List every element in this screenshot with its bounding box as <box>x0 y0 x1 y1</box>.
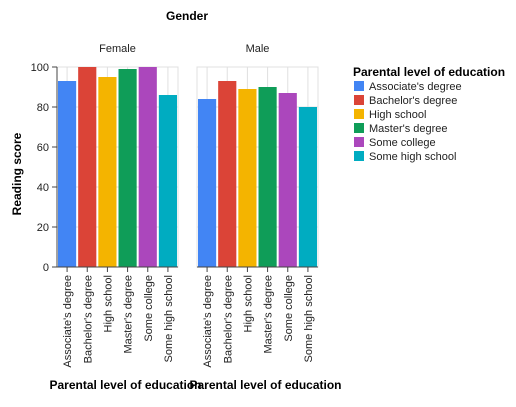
bar-male-2 <box>238 89 257 267</box>
legend: Associate's degree Bachelor's degree High … <box>354 81 462 163</box>
bar-female-4 <box>138 67 157 267</box>
x-tick-label: Some college <box>143 275 155 342</box>
legend-label-3: Master's degree <box>369 123 448 135</box>
legend-swatch-1 <box>354 95 364 105</box>
facet-panel-female: Female Associate's degree Bachelor's degre… <box>49 43 201 392</box>
y-tick-label: 0 <box>43 262 49 274</box>
y-axis: 0 20 40 60 80 100 <box>31 62 58 274</box>
y-tick-label: 100 <box>31 62 49 74</box>
x-axis-label: Parental level of education <box>49 378 201 392</box>
x-tick-label: Some college <box>283 275 295 342</box>
legend-label-2: High school <box>369 109 426 121</box>
legend-swatch-5 <box>354 151 364 161</box>
bar-female-5 <box>158 95 177 267</box>
legend-swatch-0 <box>354 81 364 91</box>
legend-swatch-2 <box>354 109 364 119</box>
legend-label-1: Bachelor's degree <box>369 95 457 107</box>
x-tick-label: High school <box>102 275 114 332</box>
x-tick-label: Master's degree <box>263 275 275 354</box>
y-tick-label: 60 <box>37 142 49 154</box>
bar-male-0 <box>198 99 217 267</box>
bar-female-1 <box>78 67 97 267</box>
bar-female-0 <box>58 81 77 267</box>
x-tick-label: Associate's degree <box>62 275 74 368</box>
legend-label-0: Associate's degree <box>369 81 462 93</box>
legend-swatch-3 <box>354 123 364 133</box>
y-axis-label: Reading score <box>10 132 24 215</box>
facet-label: Female <box>99 43 136 55</box>
x-tick-label: Master's degree <box>123 275 135 354</box>
bar-female-3 <box>118 69 137 267</box>
bar-male-4 <box>278 93 297 267</box>
legend-label-4: Some college <box>369 137 436 149</box>
x-axis-label: Parental level of education <box>189 378 341 392</box>
legend-label-5: Some high school <box>369 151 456 163</box>
bar-male-3 <box>258 87 277 267</box>
x-tick-label: High school <box>242 275 254 332</box>
x-tick-label: Bachelor's degree <box>82 275 94 363</box>
bar-male-1 <box>218 81 237 267</box>
x-tick-label: Some high school <box>303 275 315 362</box>
facet-panel-male: Male Associate's degree Bachelor's degree H… <box>189 43 341 392</box>
legend-swatch-4 <box>354 137 364 147</box>
y-tick-label: 40 <box>37 182 49 194</box>
y-tick-label: 20 <box>37 222 49 234</box>
bar-female-2 <box>98 77 117 267</box>
legend-title: Parental level of education <box>353 65 505 79</box>
bar-male-5 <box>298 107 317 267</box>
x-tick-label: Associate's degree <box>202 275 214 368</box>
facets-layer: Female Associate's degree Bachelor's degre… <box>31 43 342 392</box>
facet-title: Gender <box>166 9 208 23</box>
x-tick-label: Bachelor's degree <box>222 275 234 363</box>
y-tick-label: 80 <box>37 102 49 114</box>
facet-label: Male <box>246 43 270 55</box>
x-tick-label: Some high school <box>163 275 175 362</box>
